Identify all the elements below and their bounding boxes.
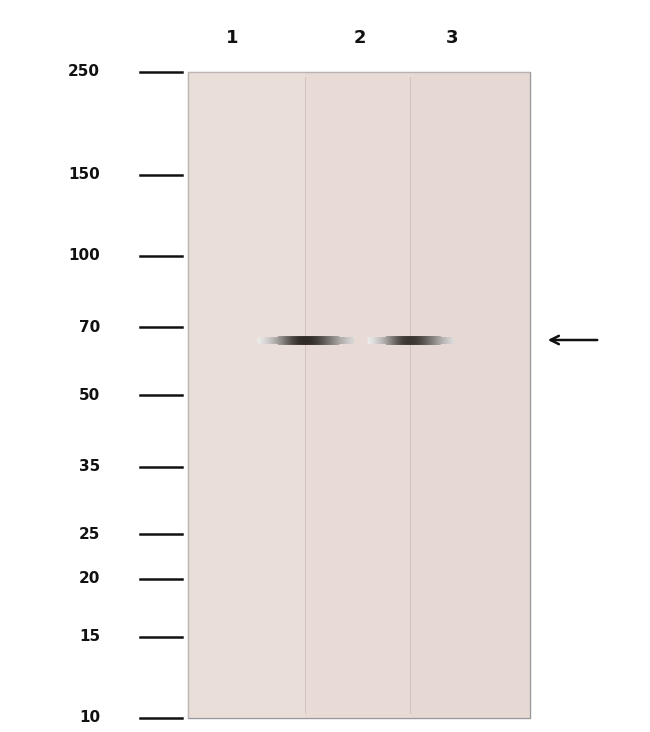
Text: 250: 250 — [68, 64, 100, 80]
Text: 35: 35 — [79, 459, 100, 474]
Bar — [188, 72, 530, 718]
Bar — [305, 72, 410, 718]
Text: 150: 150 — [68, 167, 100, 182]
Bar — [410, 72, 530, 718]
Text: 3: 3 — [446, 29, 458, 47]
Text: 25: 25 — [79, 526, 100, 542]
Text: 70: 70 — [79, 320, 100, 335]
Text: 20: 20 — [79, 572, 100, 586]
Text: 15: 15 — [79, 629, 100, 644]
Text: 10: 10 — [79, 711, 100, 725]
Bar — [188, 72, 305, 718]
Text: 50: 50 — [79, 387, 100, 403]
Text: 100: 100 — [68, 248, 100, 264]
Text: 1: 1 — [226, 29, 239, 47]
Text: 2: 2 — [354, 29, 366, 47]
